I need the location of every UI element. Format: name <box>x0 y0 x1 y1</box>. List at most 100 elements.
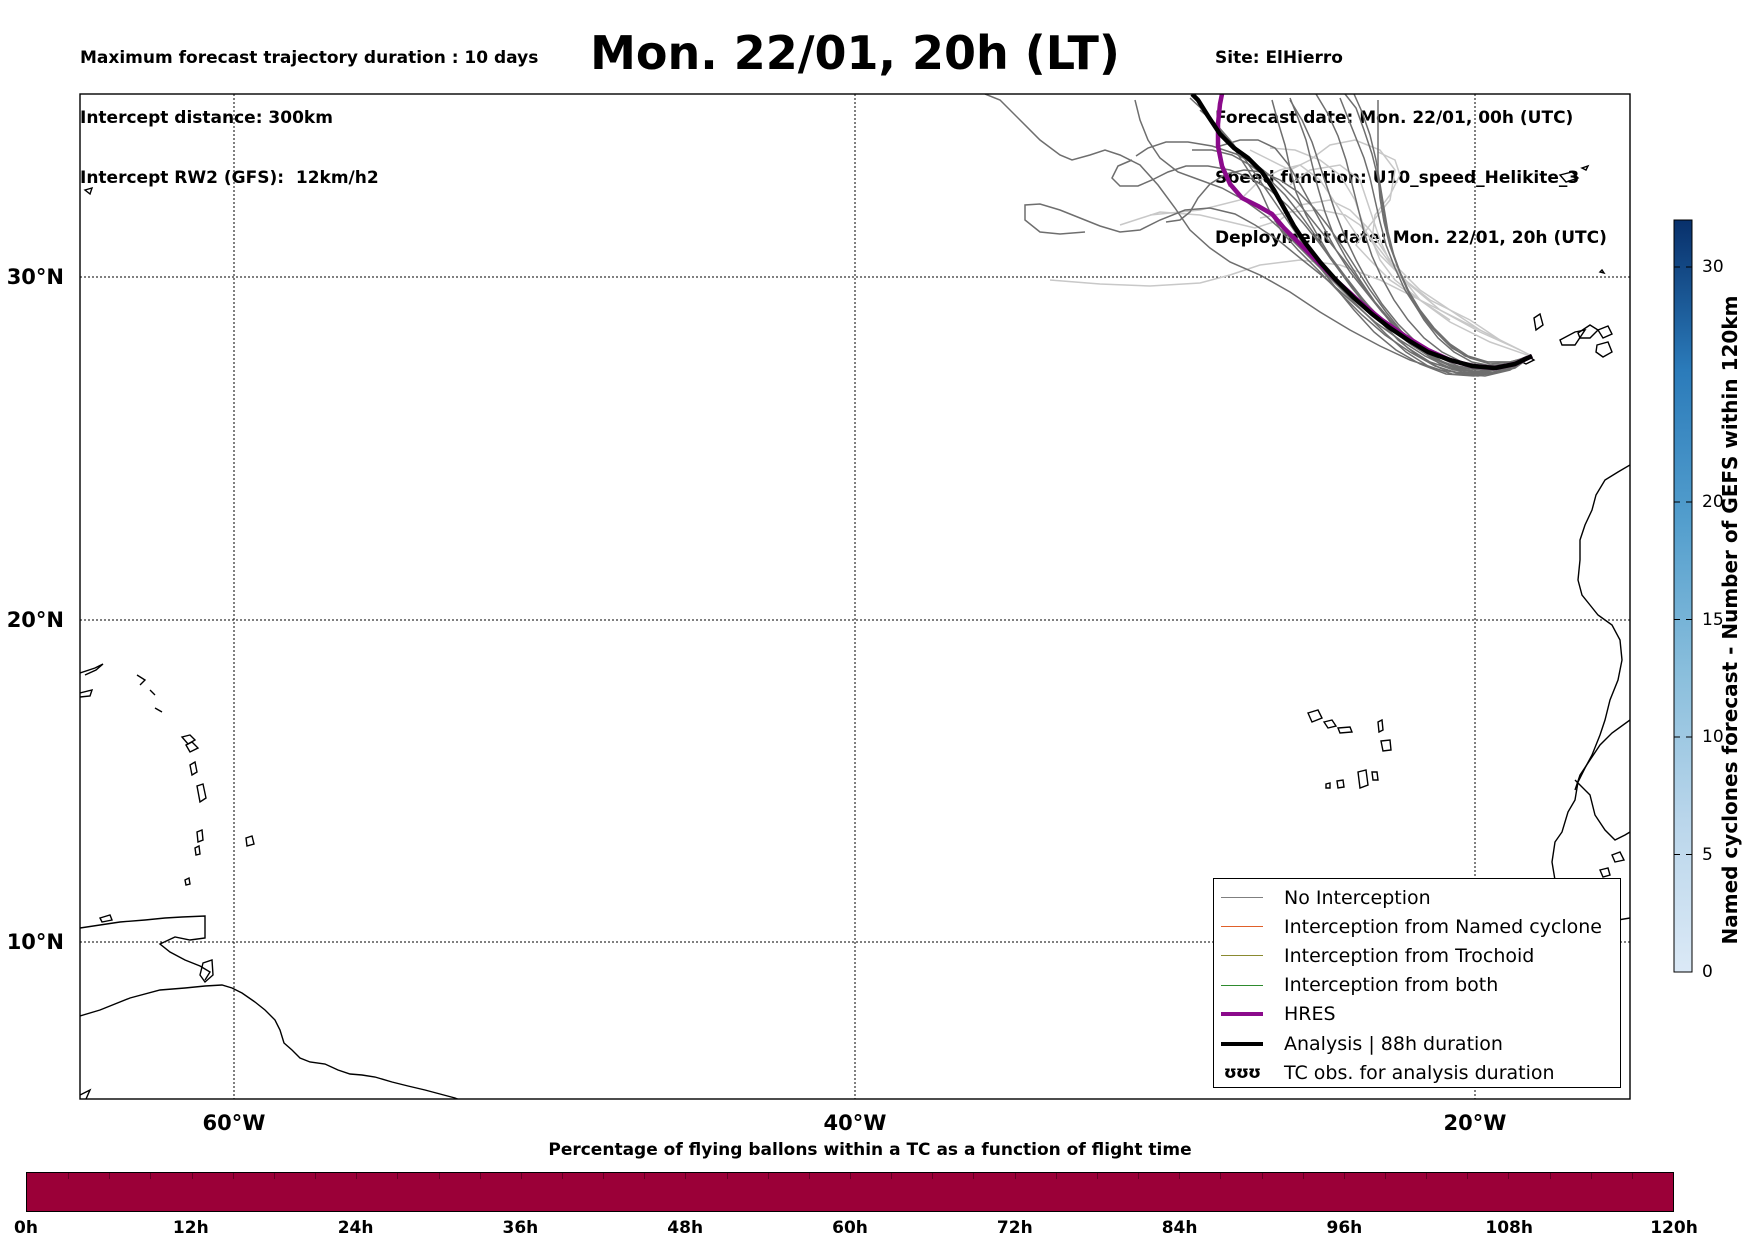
ensemble-trajectory <box>1289 164 1521 351</box>
island-gran-canaria <box>1595 341 1613 358</box>
colorbar-division <box>1261 1173 1263 1179</box>
ensemble-trajectory <box>984 94 1533 375</box>
coastlines <box>80 164 1630 1099</box>
colorbar-division <box>68 1173 70 1179</box>
island-st-vincent <box>194 844 201 856</box>
colorbar-tick-label: 5 <box>1702 844 1713 865</box>
intercept-rw2-text: Intercept RW2 (GFS): 12km/h2 <box>80 168 379 188</box>
legend-label: Interception from Named cyclone <box>1284 915 1602 938</box>
legend-named-cyclone: Interception from Named cyclone <box>1214 912 1620 941</box>
flight-time-tick-label: 0h <box>14 1218 38 1238</box>
ensemble-trajectory <box>1269 147 1421 301</box>
ensemble-trajectory <box>1289 97 1533 373</box>
flight-time-tick-label: 108h <box>1485 1218 1533 1238</box>
colorbar-division <box>356 1173 358 1179</box>
coast-africa-west-bulge <box>1574 719 1630 791</box>
colorbar-tick-label: 15 <box>1702 609 1724 630</box>
island-sao-nicolau <box>1336 726 1354 734</box>
flight-time-tick-label: 72h <box>996 1218 1033 1238</box>
legend-label: Analysis | 88h duration <box>1284 1032 1503 1055</box>
colorbar-division <box>1426 1173 1428 1179</box>
island-small-1 <box>83 186 94 196</box>
coast-africa <box>1551 464 1630 921</box>
legend-label: No Interception <box>1284 886 1431 909</box>
ensemble-trajectories-dark <box>984 94 1533 377</box>
legend-label: Interception from both <box>1284 974 1499 997</box>
trajectory-legend: No Interception Interception from Named … <box>1213 878 1621 1088</box>
tc-symbol-icon: ʊʊʊ <box>1223 1062 1261 1083</box>
legend-analysis: Analysis | 88h duration <box>1214 1029 1620 1058</box>
colorbar-division <box>1590 1173 1592 1179</box>
ensemble-trajectory <box>1134 99 1533 377</box>
island-dominica <box>189 760 198 777</box>
colorbar-gradient <box>1673 219 1693 973</box>
analysis-trajectory <box>1190 94 1533 371</box>
coast-guinea-bissau <box>1574 779 1630 841</box>
colorbar-division <box>109 1173 111 1179</box>
legend-tc-obs: ʊʊʊ TC obs. for analysis duration <box>1214 1058 1620 1087</box>
island-santiago <box>1357 769 1369 789</box>
island-hispaniola <box>80 663 104 676</box>
ensemble-trajectory <box>1192 149 1533 373</box>
island-fuerteventura <box>1577 324 1600 339</box>
island-grenada <box>184 876 191 886</box>
colorbar-division <box>1096 1173 1098 1179</box>
colorbar-division <box>850 1173 851 1179</box>
flight-time-tick-label: 12h <box>172 1218 209 1238</box>
flight-time-tick-label: 84h <box>1161 1218 1198 1238</box>
legend-label: Interception from Trochoid <box>1284 944 1535 967</box>
ensemble-trajectory <box>1119 199 1521 351</box>
ensemble-trajectory <box>1024 203 1533 373</box>
colorbar-division <box>273 1173 275 1179</box>
lon-label-20w: 20°W <box>1444 1111 1507 1135</box>
colorbar-tick-label: 20 <box>1702 492 1724 512</box>
island-bijagos-2 <box>1599 867 1611 878</box>
island-cluster-1 <box>136 674 163 713</box>
colorbar-division <box>891 1173 893 1179</box>
colorbar-label-text: Named cyclones forecast - Number of GEFS… <box>1718 295 1742 945</box>
ensemble-trajectory <box>1315 94 1533 367</box>
coast-venezuela-north <box>80 915 211 981</box>
legend-label: HRES <box>1284 1003 1336 1026</box>
colorbar-tick-label: 30 <box>1702 257 1724 277</box>
flight-time-colorbar-title: Percentage of flying ballons within a TC… <box>548 1140 1192 1160</box>
colorbar-division <box>808 1173 810 1179</box>
colorbar-division <box>1055 1173 1057 1179</box>
colorbar-division <box>479 1173 481 1179</box>
colorbar-division <box>1631 1173 1633 1179</box>
island-trinidad <box>199 959 214 984</box>
island-maio <box>1371 771 1379 781</box>
island-sal <box>1377 718 1384 734</box>
legend-hres: HRES <box>1214 1000 1620 1029</box>
legend-both: Interception from both <box>1214 971 1620 1000</box>
colorbar-division <box>1508 1173 1510 1179</box>
colorbar-division <box>520 1173 522 1179</box>
ensemble-trajectory <box>1199 109 1533 377</box>
ensemble-trajectory <box>1111 159 1533 373</box>
island-boa-vista <box>1380 739 1392 752</box>
ensemble-trajectory <box>1377 100 1533 363</box>
legend-no-interception: No Interception <box>1214 883 1620 912</box>
island-tobago <box>99 914 113 923</box>
colorbar-division <box>1014 1173 1016 1179</box>
island-santo-antao <box>1307 709 1323 723</box>
lat-label-20n: 20°N <box>7 608 64 632</box>
island-puerto-rico <box>80 689 94 698</box>
colorbar-division <box>315 1173 317 1179</box>
ensemble-trajectory <box>1135 141 1533 371</box>
island-guadeloupe <box>180 734 197 745</box>
flight-time-tick-label: 24h <box>337 1218 374 1238</box>
lon-label-40w: 40°W <box>824 1111 887 1135</box>
colorbar-division <box>191 1173 193 1179</box>
island-la-palma <box>1533 312 1544 332</box>
colorbar-division <box>150 1173 152 1179</box>
cyclone-count-colorbar <box>1673 219 1693 973</box>
forecast-date-text: Forecast date: Mon. 22/01, 00h (UTC) <box>1215 108 1574 128</box>
flight-time-colorbar <box>26 1172 1674 1212</box>
forecast-parameters: Maximum forecast trajectory duration : 1… <box>80 8 538 208</box>
ensemble-trajectory <box>1149 164 1361 241</box>
colorbar-tick-label: 10 <box>1702 727 1724 747</box>
colorbar-division <box>932 1173 934 1179</box>
map-title: Mon. 22/01, 20h (LT) <box>590 26 1120 80</box>
